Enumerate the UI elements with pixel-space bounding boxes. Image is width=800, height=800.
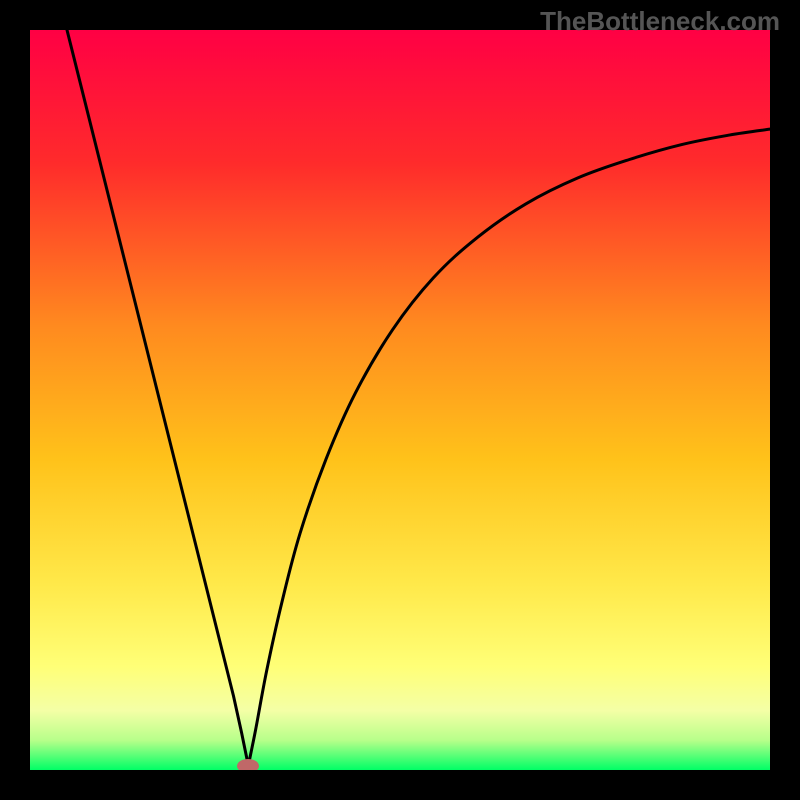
- plot-area: [30, 30, 770, 770]
- chart-container: { "watermark": { "text": "TheBottleneck.…: [0, 0, 800, 800]
- watermark-text: TheBottleneck.com: [540, 6, 780, 37]
- minimum-marker: [237, 759, 259, 770]
- bottleneck-curve: [30, 30, 770, 770]
